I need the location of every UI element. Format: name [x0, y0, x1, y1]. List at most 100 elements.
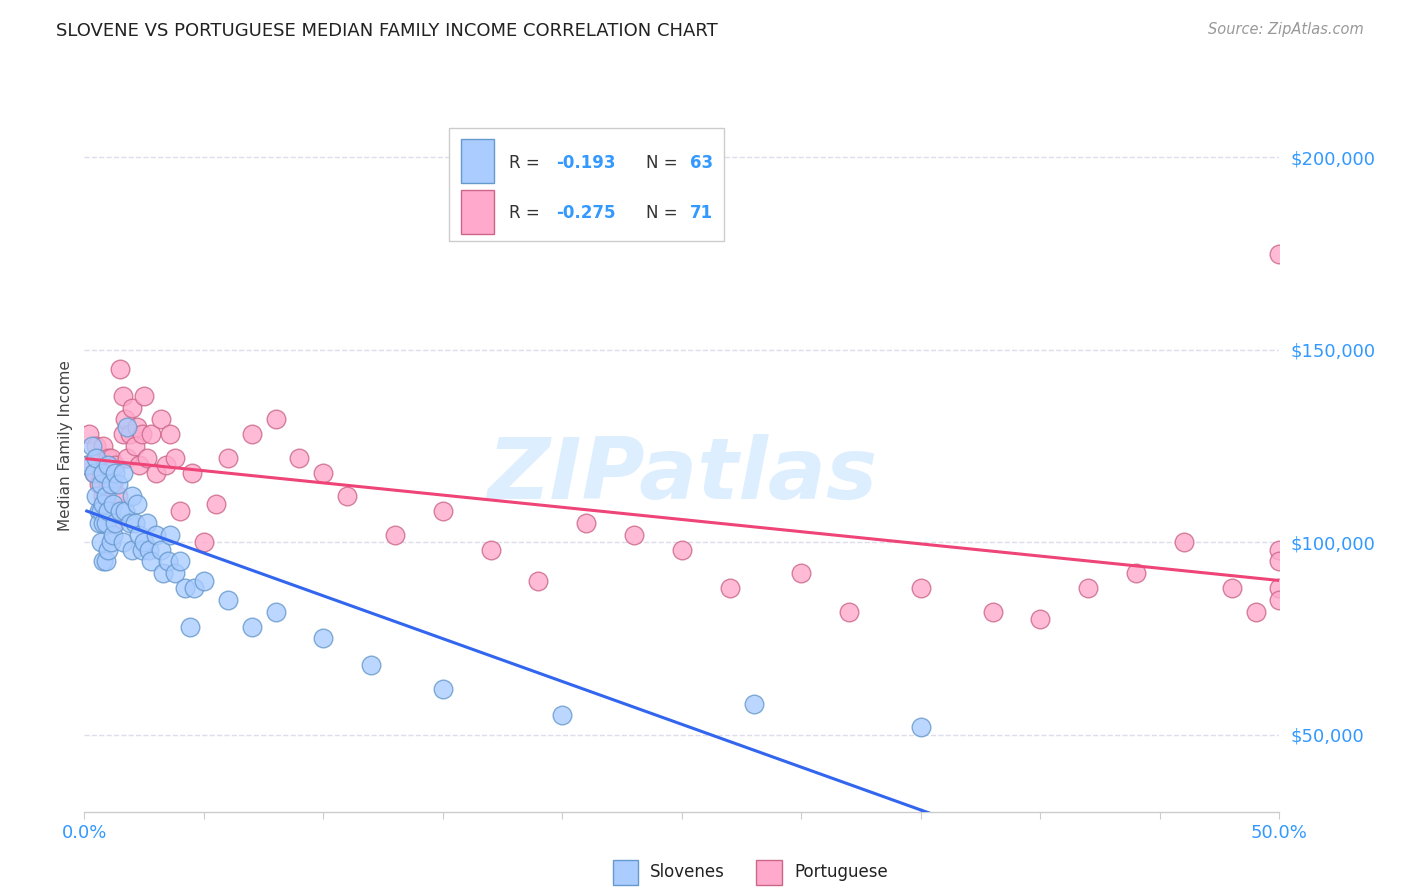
- Point: [93, 466, 115, 480]
- Point: [110, 362, 132, 376]
- Point: [131, 543, 153, 558]
- Point: [981, 605, 1004, 619]
- Point: [87, 504, 110, 518]
- Point: [336, 489, 359, 503]
- Point: [87, 450, 110, 465]
- Point: [93, 516, 115, 530]
- Text: SLOVENE VS PORTUGUESE MEDIAN FAMILY INCOME CORRELATION CHART: SLOVENE VS PORTUGUESE MEDIAN FAMILY INCO…: [56, 22, 718, 40]
- Text: -0.193: -0.193: [557, 154, 616, 172]
- Point: [97, 543, 120, 558]
- FancyBboxPatch shape: [461, 139, 495, 183]
- Point: [575, 516, 598, 530]
- Point: [165, 450, 187, 465]
- Point: [131, 427, 153, 442]
- Text: Portuguese: Portuguese: [794, 863, 889, 881]
- Point: [141, 554, 163, 568]
- Point: [94, 504, 117, 518]
- Point: [124, 439, 146, 453]
- Point: [104, 458, 127, 473]
- Point: [240, 427, 263, 442]
- Point: [1220, 582, 1243, 596]
- Point: [479, 543, 502, 558]
- Point: [135, 516, 157, 530]
- Text: ZIPatlas: ZIPatlas: [486, 434, 877, 516]
- Y-axis label: Median Family Income: Median Family Income: [58, 360, 73, 532]
- Point: [838, 605, 860, 619]
- Point: [111, 427, 134, 442]
- Point: [80, 439, 103, 453]
- Point: [128, 527, 150, 541]
- Point: [90, 504, 112, 518]
- Point: [121, 489, 143, 503]
- Point: [104, 466, 127, 480]
- Point: [152, 566, 174, 580]
- Point: [1268, 543, 1291, 558]
- Point: [90, 466, 112, 480]
- Point: [205, 497, 228, 511]
- Point: [97, 504, 120, 518]
- Point: [111, 535, 134, 549]
- Point: [288, 450, 311, 465]
- Point: [114, 412, 136, 426]
- Point: [76, 458, 98, 473]
- Point: [86, 450, 108, 465]
- Point: [100, 477, 122, 491]
- Point: [117, 419, 139, 434]
- Point: [173, 582, 195, 596]
- Point: [87, 516, 110, 530]
- Point: [742, 697, 765, 711]
- Point: [135, 450, 157, 465]
- Point: [1268, 554, 1291, 568]
- Text: 71: 71: [690, 204, 713, 222]
- Point: [94, 516, 117, 530]
- Text: Slovenes: Slovenes: [650, 863, 724, 881]
- Point: [93, 439, 115, 453]
- Point: [117, 450, 139, 465]
- Point: [111, 466, 134, 480]
- Point: [1268, 593, 1291, 607]
- Text: N =: N =: [647, 204, 683, 222]
- Text: R =: R =: [509, 204, 544, 222]
- Point: [94, 554, 117, 568]
- Point: [128, 458, 150, 473]
- Point: [264, 605, 287, 619]
- Point: [1125, 566, 1147, 580]
- Point: [165, 566, 187, 580]
- Point: [169, 554, 191, 568]
- Point: [312, 466, 335, 480]
- Point: [83, 466, 105, 480]
- Point: [132, 535, 156, 549]
- Point: [718, 582, 741, 596]
- Point: [159, 427, 181, 442]
- Point: [527, 574, 550, 588]
- Text: Source: ZipAtlas.com: Source: ZipAtlas.com: [1208, 22, 1364, 37]
- Point: [910, 582, 932, 596]
- Point: [217, 593, 239, 607]
- Point: [910, 720, 932, 734]
- Point: [118, 427, 141, 442]
- Point: [101, 516, 124, 530]
- Point: [93, 554, 115, 568]
- Point: [183, 582, 205, 596]
- Point: [217, 450, 239, 465]
- Point: [1029, 612, 1052, 626]
- Text: R =: R =: [509, 154, 544, 172]
- Point: [107, 489, 129, 503]
- Point: [240, 620, 263, 634]
- Text: 63: 63: [690, 154, 713, 172]
- Point: [107, 477, 129, 491]
- Point: [432, 681, 454, 696]
- Point: [101, 477, 124, 491]
- Point: [149, 543, 172, 558]
- Point: [97, 450, 120, 465]
- Point: [159, 527, 181, 541]
- Point: [76, 458, 98, 473]
- Point: [93, 489, 115, 503]
- Point: [138, 543, 160, 558]
- Point: [101, 527, 124, 541]
- Point: [101, 497, 124, 511]
- Point: [94, 489, 117, 503]
- FancyBboxPatch shape: [461, 190, 495, 234]
- Point: [125, 419, 148, 434]
- Point: [94, 458, 117, 473]
